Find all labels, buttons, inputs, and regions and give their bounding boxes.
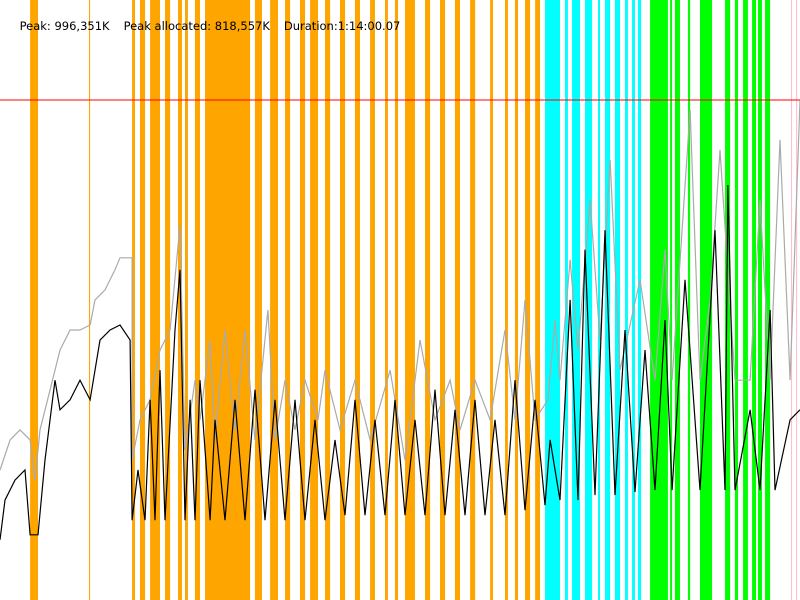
gc-band-orange [325, 0, 331, 600]
peak-allocated-label: Peak allocated: 818,557K [123, 19, 270, 33]
gc-band-orange [165, 0, 171, 600]
gc-band-orange [194, 0, 200, 600]
duration-label: Duration:1:14:00.07 [283, 19, 401, 33]
gc-band-orange [254, 0, 262, 600]
committed-line [0, 100, 800, 481]
gc-band-orange [394, 0, 399, 600]
gc-band-orange [425, 0, 431, 600]
gc-band-orange [454, 0, 460, 600]
gc-band-green [700, 0, 713, 600]
gc-band-orange [405, 0, 415, 600]
gc-band-orange [505, 0, 508, 600]
gc-band-green [765, 0, 771, 600]
gc-band-cyan [585, 0, 593, 600]
gc-band-cyan [598, 0, 600, 600]
gc-band-cyan [625, 0, 628, 600]
gc-band-orange [178, 0, 182, 600]
gc-band-orange [89, 0, 91, 600]
gc-band-orange [310, 0, 319, 600]
gc-band-orange [370, 0, 375, 600]
gc-band-orange [140, 0, 146, 600]
gc-band-orange [535, 0, 540, 600]
gc-band-orange [150, 0, 160, 600]
gc-band-orange [385, 0, 388, 600]
gc-band-green [687, 0, 691, 600]
gc-band-orange [205, 0, 251, 600]
gc-band-orange [470, 0, 476, 600]
allocated-line [0, 184, 800, 540]
peak-label: Peak: 996,351K [19, 19, 110, 33]
gc-band-orange [185, 0, 188, 600]
gc-band-orange [285, 0, 291, 600]
gc-band-cyan [614, 0, 620, 600]
gc-band-pink [790, 0, 793, 600]
gc-band-green [743, 0, 748, 600]
gc-band-orange [132, 0, 135, 600]
summary-header: Peak: 996,351K Peak allocated: 818,557K Du… [5, 5, 414, 47]
gc-band-green [650, 0, 668, 600]
gc-band-orange [300, 0, 306, 600]
gc-band-orange [525, 0, 531, 600]
gc-band-orange [354, 0, 360, 600]
gc-band-green [725, 0, 731, 600]
gc-band-orange [270, 0, 279, 600]
gc-band-cyan [632, 0, 635, 600]
gc-band-green [670, 0, 673, 600]
gc-band-green [734, 0, 739, 600]
memory-lines [0, 100, 800, 540]
gc-band-green [758, 0, 762, 600]
gc-band-orange [490, 0, 493, 600]
gc-band-orange [440, 0, 446, 600]
gc-band-cyan [572, 0, 580, 600]
gc-band-pink [796, 0, 798, 600]
gc-band-cyan [638, 0, 642, 600]
gc-band-cyan [545, 0, 560, 600]
gc-band-orange [340, 0, 346, 600]
gc-band-orange [30, 0, 39, 600]
gc-band-orange [514, 0, 519, 600]
